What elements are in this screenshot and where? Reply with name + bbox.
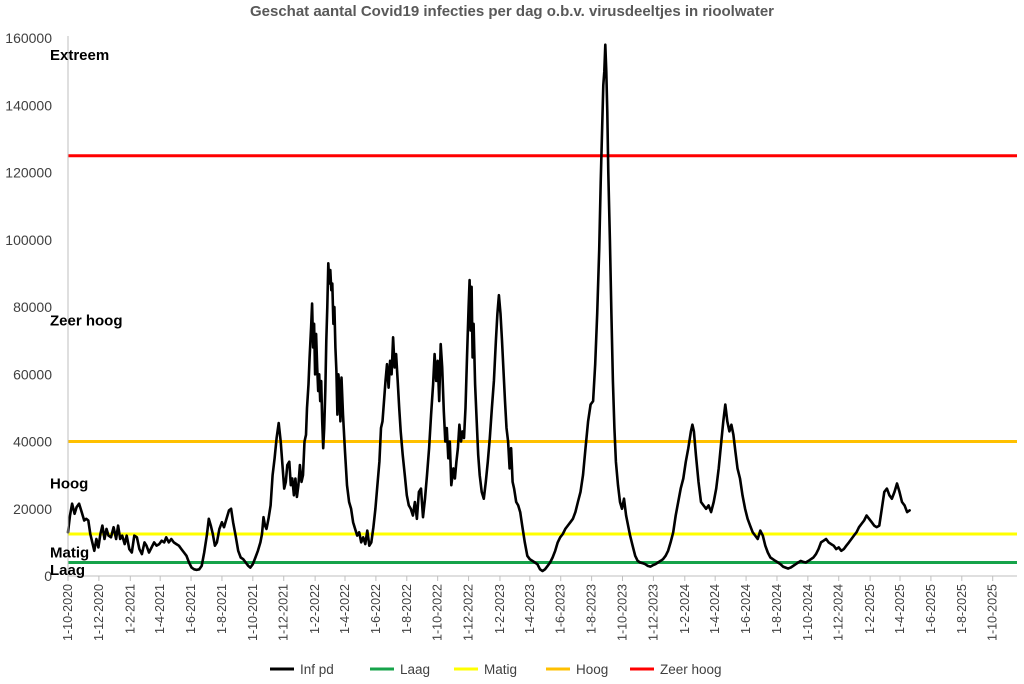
y-tick-label: 0 bbox=[44, 568, 52, 584]
y-tick-label: 100000 bbox=[5, 232, 52, 248]
x-tick-label: 1-4-2022 bbox=[338, 584, 352, 634]
x-tick-label: 1-12-2023 bbox=[646, 584, 660, 641]
x-tick-label: 1-6-2022 bbox=[369, 584, 383, 634]
x-tick-label: 1-12-2020 bbox=[92, 584, 106, 641]
x-tick-label: 1-4-2024 bbox=[708, 584, 722, 634]
x-tick-label: 1-2-2024 bbox=[678, 584, 692, 634]
x-tick-label: 1-4-2025 bbox=[893, 584, 907, 634]
x-tick-label: 1-8-2025 bbox=[955, 584, 969, 634]
x-tick-label: 1-8-2021 bbox=[215, 584, 229, 634]
zone-label: Hoog bbox=[50, 476, 88, 493]
x-tick-label: 1-10-2023 bbox=[616, 584, 630, 641]
chart-title: Geschat aantal Covid19 infecties per dag… bbox=[250, 3, 774, 20]
series-layer bbox=[66, 43, 911, 573]
x-tick-label: 1-10-2021 bbox=[246, 584, 260, 641]
legend-label: Laag bbox=[400, 662, 430, 677]
x-tick-label: 1-2-2021 bbox=[123, 584, 137, 634]
x-axis-ticks: 1-10-2020 1-12-2020 1-2-2021 1-4-2021 1-6-20… bbox=[61, 576, 1000, 641]
y-tick-label: 40000 bbox=[13, 434, 52, 450]
y-tick-label: 80000 bbox=[13, 299, 52, 315]
x-tick-label: 1-12-2021 bbox=[277, 584, 291, 641]
zone-label: Extreem bbox=[50, 47, 109, 64]
legend: Inf pd Laag Matig Hoog Zeer hoog bbox=[270, 662, 722, 677]
y-tick-label: 140000 bbox=[5, 97, 52, 113]
x-tick-label: 1-6-2025 bbox=[924, 584, 938, 634]
zone-label: Matig bbox=[50, 544, 89, 561]
zone-label: Zeer hoog bbox=[50, 312, 123, 329]
x-tick-label: 1-10-2024 bbox=[801, 584, 815, 641]
legend-label: Hoog bbox=[576, 662, 608, 677]
axes bbox=[67, 36, 1017, 577]
zone-label: Laag bbox=[50, 562, 85, 579]
x-tick-label: 1-10-2022 bbox=[431, 584, 445, 641]
legend-label: Inf pd bbox=[300, 662, 334, 677]
x-tick-label: 1-8-2023 bbox=[585, 584, 599, 634]
x-tick-label: 1-6-2021 bbox=[184, 584, 198, 634]
x-tick-label: 1-6-2023 bbox=[554, 584, 568, 634]
x-tick-label: 1-8-2024 bbox=[770, 584, 784, 634]
x-tick-label: 1-10-2020 bbox=[61, 584, 75, 641]
x-tick-label: 1-10-2025 bbox=[986, 584, 1000, 641]
x-tick-label: 1-12-2024 bbox=[832, 584, 846, 641]
y-axis-ticks: 0 20000 40000 60000 80000 100000 120000 140000 1… bbox=[5, 30, 52, 584]
x-tick-label: 1-4-2023 bbox=[523, 584, 537, 634]
legend-label: Matig bbox=[484, 662, 517, 677]
x-tick-label: 1-2-2023 bbox=[493, 584, 507, 634]
y-tick-label: 20000 bbox=[13, 501, 52, 517]
x-tick-label: 1-4-2021 bbox=[153, 584, 167, 634]
legend-label: Zeer hoog bbox=[660, 662, 722, 677]
x-tick-label: 1-2-2022 bbox=[308, 584, 322, 634]
series-line-inf-pd bbox=[66, 43, 911, 573]
y-tick-label: 160000 bbox=[5, 30, 52, 46]
threshold-lines bbox=[68, 154, 1017, 565]
x-tick-label: 1-8-2022 bbox=[400, 584, 414, 634]
y-tick-label: 120000 bbox=[5, 165, 52, 181]
x-tick-label: 1-2-2025 bbox=[863, 584, 877, 634]
y-tick-label: 60000 bbox=[13, 366, 52, 382]
x-tick-label: 1-6-2024 bbox=[739, 584, 753, 634]
x-tick-label: 1-12-2022 bbox=[462, 584, 476, 641]
